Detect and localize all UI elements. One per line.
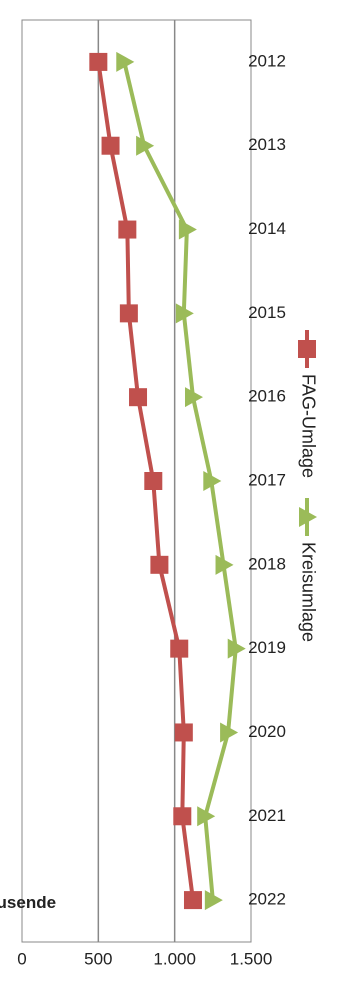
- x-tick-label: 2013: [248, 135, 286, 154]
- data-point: [220, 722, 239, 743]
- series-fag-umlage: [89, 52, 202, 910]
- data-point: [101, 136, 120, 155]
- series-kreisumlage: [116, 51, 246, 911]
- data-point: [184, 387, 203, 408]
- gridlines: [97, 20, 176, 942]
- legend-marker: [299, 507, 317, 527]
- legend-label: Kreisumlage: [298, 542, 318, 642]
- x-tick-label: 2014: [248, 219, 286, 238]
- legend-item: Kreisumlage: [298, 498, 318, 642]
- legend-marker: [298, 340, 316, 358]
- x-tick-label: 2020: [248, 722, 286, 741]
- data-point: [144, 472, 163, 490]
- x-axis-ticks: 2012 2013 2014 2015 2016 2017 2018 2019 2020 2021…: [248, 51, 286, 908]
- data-point: [204, 890, 223, 911]
- x-tick-label: 2018: [248, 554, 286, 573]
- x-tick-label: 2017: [248, 470, 286, 489]
- x-tick-label: 2015: [248, 303, 286, 322]
- data-point: [89, 52, 108, 71]
- x-tick-label: 2016: [248, 387, 286, 406]
- data-point: [173, 807, 192, 826]
- data-point: [197, 806, 216, 827]
- plot-area: [21, 19, 252, 943]
- y-tick-label: 0: [17, 949, 26, 968]
- x-tick-label: 2019: [248, 638, 286, 657]
- data-point: [215, 554, 234, 575]
- data-point: [118, 220, 137, 239]
- data-point: [183, 891, 202, 910]
- x-tick-label: 2022: [248, 890, 286, 909]
- legend-label: FAG-Umlage: [298, 374, 318, 478]
- data-point: [203, 471, 222, 491]
- x-tick-label: 2012: [248, 51, 286, 70]
- data-point: [170, 639, 189, 658]
- legend-item: FAG-Umlage: [298, 330, 318, 478]
- data-point: [116, 51, 135, 72]
- data-point: [119, 304, 138, 323]
- series-group: [89, 51, 246, 911]
- data-point: [227, 638, 246, 659]
- x-tick-label: 2021: [248, 806, 286, 825]
- data-point: [178, 219, 197, 240]
- data-point: [150, 555, 169, 574]
- legend: FAG-Umlage Kreisumlage: [298, 330, 318, 642]
- y-tick-label: 1.000: [153, 949, 196, 968]
- y-tick-label: 1.500: [230, 949, 273, 968]
- y-tick-label: 500: [84, 949, 112, 968]
- data-point: [129, 388, 148, 407]
- rotated-plot: 0 500 1.000 1.500 2012201320142015201620172…: [0, 19, 318, 968]
- data-point: [174, 723, 193, 742]
- data-point: [175, 303, 194, 324]
- data-point: [136, 135, 155, 156]
- y-axis-ticks: 0 500 1.000 1.500: [17, 949, 272, 968]
- y-axis-label: Tausende: [0, 893, 56, 912]
